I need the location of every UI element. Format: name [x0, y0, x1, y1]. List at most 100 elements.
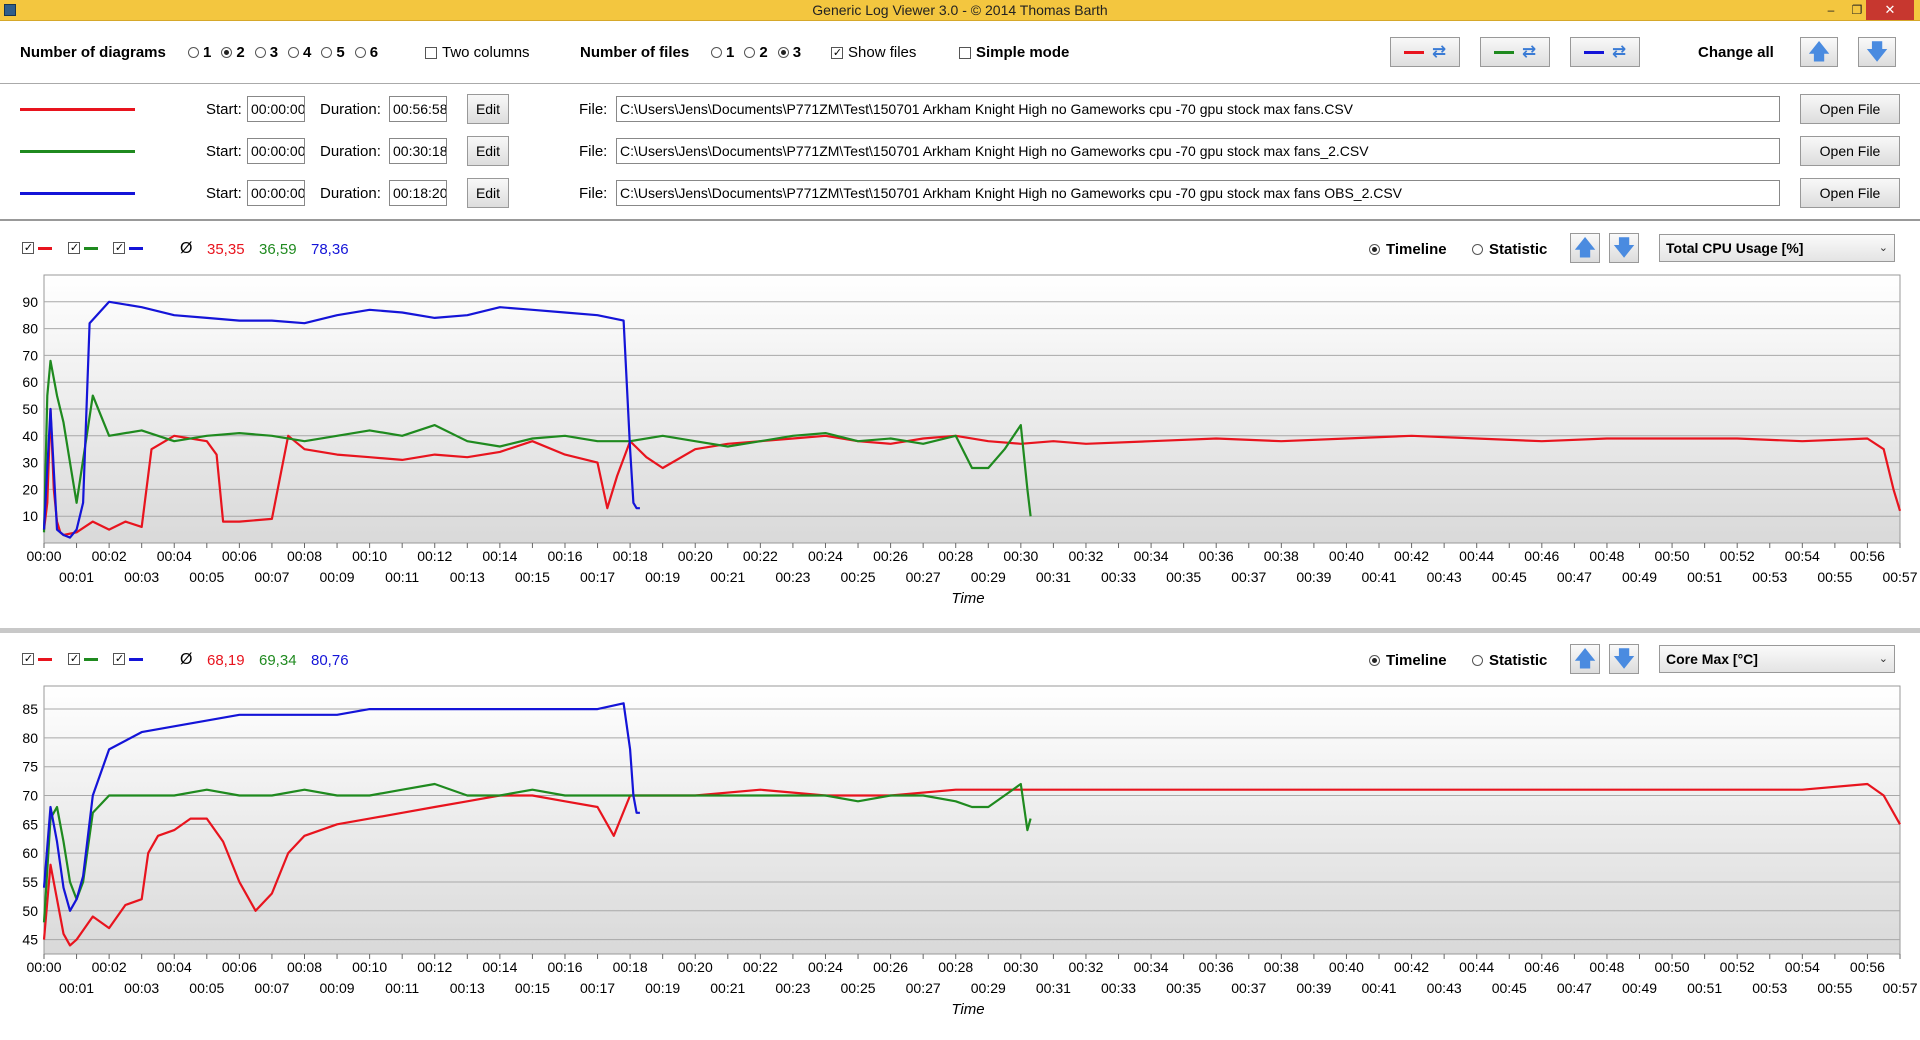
diagram-count-5[interactable]: 5	[321, 44, 345, 61]
x-tick-label: 00:46	[1524, 548, 1559, 564]
start-input[interactable]: 00:00:00	[247, 180, 305, 206]
diagram-count-1[interactable]: 1	[188, 44, 211, 61]
x-tick-label: 00:11	[385, 980, 419, 996]
x-tick-label: 00:24	[808, 959, 843, 975]
chevron-down-icon: ⌄	[1878, 653, 1888, 665]
series-toggle-green[interactable]	[68, 653, 98, 665]
x-tick-label: 00:51	[1687, 980, 1722, 996]
move-diagram-up-button[interactable]: 🡅	[1570, 233, 1600, 263]
statistic-radio[interactable]: Statistic	[1472, 241, 1547, 258]
x-tick-label: 00:18	[613, 548, 648, 564]
blue-swatch	[1583, 50, 1604, 54]
series-toggle-red[interactable]	[22, 653, 52, 665]
edit-button[interactable]: Edit	[467, 94, 509, 124]
file-label: File:	[579, 143, 608, 160]
move-diagram-down-button[interactable]: 🡇	[1609, 644, 1639, 674]
average-blue: 80,76	[311, 652, 349, 669]
app-icon	[4, 4, 16, 16]
arrow-up-icon: 🡅	[1573, 646, 1597, 671]
timeline-radio[interactable]: Timeline	[1369, 652, 1447, 669]
open-file-button[interactable]: Open File	[1800, 136, 1900, 166]
diagram-header: Ø 68,19 69,34 80,76 Timeline Statistic 🡅…	[0, 641, 1920, 677]
series-color-line	[20, 108, 135, 111]
series-toggle-green[interactable]	[68, 242, 98, 254]
x-tick-label: 00:04	[157, 548, 192, 564]
x-tick-label: 00:29	[971, 569, 1006, 585]
duration-input[interactable]: 00:30:18	[389, 138, 447, 164]
radio-icon	[321, 47, 333, 58]
series-line-red	[42, 407, 1902, 537]
file-path-input[interactable]: C:\Users\Jens\Documents\P771ZM\Test\1507…	[616, 180, 1780, 206]
x-tick-label: 00:06	[222, 959, 257, 975]
move-diagram-up-button[interactable]: 🡅	[1570, 644, 1600, 674]
x-tick-label: 00:32	[1068, 959, 1103, 975]
start-label: Start:	[206, 101, 242, 118]
move-all-down-button[interactable]: 🡇	[1858, 37, 1896, 67]
duration-input[interactable]: 00:56:58	[389, 96, 447, 122]
minimize-button[interactable]: –	[1827, 3, 1835, 17]
arrow-down-icon: 🡇	[1865, 39, 1889, 64]
series-toggle-blue[interactable]	[113, 653, 143, 665]
start-input[interactable]: 00:00:00	[247, 96, 305, 122]
x-tick-label: 00:50	[1655, 959, 1690, 975]
start-input[interactable]: 00:00:00	[247, 138, 305, 164]
x-tick-label: 00:38	[1264, 959, 1299, 975]
file-path-input[interactable]: C:\Users\Jens\Documents\P771ZM\Test\1507…	[616, 138, 1780, 164]
swap-red-button[interactable]: ⇄	[1390, 37, 1460, 67]
diagram-count-4[interactable]: 4	[288, 44, 311, 61]
duration-input[interactable]: 00:18:20	[389, 180, 447, 206]
x-tick-label: 00:48	[1589, 548, 1624, 564]
x-tick-label: 00:09	[320, 569, 355, 585]
show-files-checkbox[interactable]: Show files	[831, 44, 916, 61]
x-tick-label: 00:56	[1850, 959, 1885, 975]
simple-mode-checkbox[interactable]: Simple mode	[959, 44, 1069, 61]
timeline-radio[interactable]: Timeline	[1369, 241, 1447, 258]
series-toggle-blue[interactable]	[113, 242, 143, 254]
x-tick-label: 00:16	[547, 548, 582, 564]
start-label: Start:	[206, 143, 242, 160]
restore-button[interactable]: ❐	[1851, 3, 1863, 17]
open-file-button[interactable]: Open File	[1800, 178, 1900, 208]
move-all-up-button[interactable]: 🡅	[1800, 37, 1838, 67]
x-tick-label: 00:00	[26, 548, 61, 564]
x-tick-label: 00:03	[124, 569, 159, 585]
swap-green-button[interactable]: ⇄	[1480, 37, 1550, 67]
x-tick-label: 00:15	[515, 980, 550, 996]
checkbox-icon	[959, 46, 971, 59]
edit-button[interactable]: Edit	[467, 178, 509, 208]
sync-icon: ⇄	[1521, 42, 1537, 61]
x-tick-label: 00:12	[417, 548, 452, 564]
move-diagram-down-button[interactable]: 🡇	[1609, 233, 1639, 263]
file-count-1[interactable]: 1	[711, 44, 734, 61]
file-path-input[interactable]: C:\Users\Jens\Documents\P771ZM\Test\1507…	[616, 96, 1780, 122]
x-tick-label: 00:04	[157, 959, 192, 975]
open-file-button[interactable]: Open File	[1800, 94, 1900, 124]
swap-blue-button[interactable]: ⇄	[1570, 37, 1640, 67]
x-tick-label: 00:54	[1785, 548, 1820, 564]
statistic-radio[interactable]: Statistic	[1472, 652, 1547, 669]
y-tick-label: 45	[22, 932, 38, 948]
two-columns-checkbox[interactable]: Two columns	[425, 44, 530, 61]
diagram-header: Ø 35,35 36,59 78,36 Timeline Statistic 🡅…	[0, 230, 1920, 266]
average-red: 68,19	[207, 652, 245, 669]
x-tick-label: 00:31	[1036, 569, 1071, 585]
x-tick-label: 00:39	[1296, 569, 1331, 585]
series-toggle-red[interactable]	[22, 242, 52, 254]
panel-splitter[interactable]	[0, 628, 1920, 633]
edit-button[interactable]: Edit	[467, 136, 509, 166]
checkbox-checked-icon	[831, 46, 843, 59]
checkbox-checked-icon	[22, 242, 34, 254]
average-green: 36,59	[259, 241, 297, 258]
metric-select[interactable]: Total CPU Usage [%] ⌄	[1659, 234, 1895, 262]
close-button[interactable]: ✕	[1866, 0, 1914, 20]
radio-icon	[354, 47, 366, 58]
x-tick-label: 00:19	[645, 569, 680, 585]
diagram-count-2[interactable]: 2	[221, 44, 245, 61]
metric-select[interactable]: Core Max [°C] ⌄	[1659, 645, 1895, 673]
file-count-2[interactable]: 2	[744, 44, 768, 61]
series-line-green	[42, 359, 1032, 533]
diagram-count-3[interactable]: 3	[254, 44, 278, 61]
title-bar: Generic Log Viewer 3.0 - © 2014 Thomas B…	[0, 0, 1920, 21]
diagram-count-6[interactable]: 6	[354, 44, 378, 61]
file-count-3[interactable]: 3	[777, 44, 801, 61]
